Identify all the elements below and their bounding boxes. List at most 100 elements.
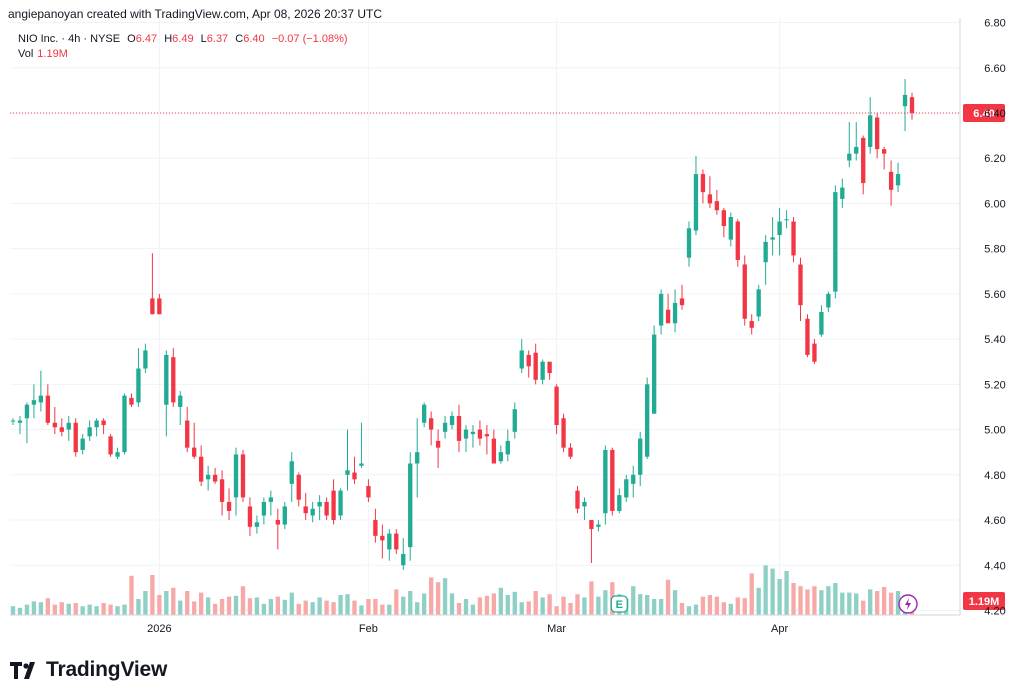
candle-body xyxy=(847,153,852,161)
volume-bar xyxy=(275,596,280,615)
volume-bar xyxy=(777,579,782,615)
candle-body xyxy=(289,461,294,484)
y-tick-label: 6.80 xyxy=(984,18,1005,30)
volume-bar xyxy=(707,595,713,615)
volume-bar xyxy=(491,593,497,615)
high-label: H xyxy=(164,33,173,45)
candle-body xyxy=(868,115,873,147)
candle-body xyxy=(310,508,315,516)
volume-bar xyxy=(477,597,483,615)
volume-bar xyxy=(171,587,176,615)
volume-bar xyxy=(52,604,57,615)
candle-body xyxy=(679,298,685,306)
y-tick-label: 5.20 xyxy=(984,379,1005,391)
change-value: −0.07 (−1.08%) xyxy=(271,33,348,45)
candle-body xyxy=(352,472,357,480)
volume-bar xyxy=(164,591,169,615)
y-tick-label: 4.80 xyxy=(984,470,1005,482)
candle-body xyxy=(763,241,768,263)
volume-bar xyxy=(735,597,740,615)
candle-body xyxy=(617,495,622,511)
chart-grid xyxy=(10,18,960,615)
y-tick-label: 4.20 xyxy=(984,605,1005,617)
candle-body xyxy=(380,535,385,541)
candle-body xyxy=(895,174,901,186)
x-tick-label: 2026 xyxy=(147,623,171,635)
volume-bar xyxy=(345,594,350,615)
candle-body xyxy=(449,416,455,426)
volume-bar xyxy=(143,591,148,615)
candle-body xyxy=(603,449,608,514)
lightning-glyph xyxy=(905,598,911,610)
candle-body xyxy=(575,490,580,509)
candle-body xyxy=(442,422,448,432)
volume-bar xyxy=(282,599,287,615)
volume-bar xyxy=(505,595,510,615)
candle-body xyxy=(261,501,267,516)
volume-bar xyxy=(498,587,503,615)
volume-bar xyxy=(331,602,336,615)
volume-bar xyxy=(484,595,490,615)
volume-label-bg xyxy=(963,592,1005,610)
candle-body xyxy=(561,418,566,448)
candle-body xyxy=(526,354,531,367)
y-tick-label: 5.80 xyxy=(984,244,1005,256)
volume-bar xyxy=(728,603,733,615)
candle-body xyxy=(770,237,775,240)
volume-bar xyxy=(352,600,357,615)
volume-bar xyxy=(638,594,643,615)
candle-body xyxy=(45,395,51,423)
volume-bar xyxy=(881,587,887,615)
candle-body xyxy=(805,318,810,355)
tradingview-logo[interactable]: TradingView xyxy=(10,658,167,682)
candle-body xyxy=(192,447,197,457)
volume-bar xyxy=(631,586,636,615)
volume-bar xyxy=(122,604,127,615)
volume-bar xyxy=(874,591,880,615)
price-chart[interactable]: 6.40 1.19M E 6.80 6.60 6.40 6.20 6.00 5.80 5.60 5… xyxy=(0,0,1024,650)
volume-bar xyxy=(575,594,580,615)
candle-body xyxy=(247,506,253,527)
volume-bar xyxy=(763,565,768,615)
volume-bar xyxy=(589,581,594,615)
candle-body xyxy=(101,420,106,426)
volume-bar xyxy=(240,586,246,615)
volume-bar xyxy=(428,577,434,615)
candle-body xyxy=(226,501,232,511)
candle-body xyxy=(338,490,343,516)
y-tick-label: 5.40 xyxy=(984,334,1005,346)
volume-bar xyxy=(672,590,678,615)
candle-body xyxy=(136,368,141,403)
low-label: L xyxy=(200,33,207,45)
candle-body xyxy=(665,309,671,324)
y-tick-label: 5.00 xyxy=(984,425,1005,437)
volume-bar xyxy=(888,592,894,615)
earnings-marker xyxy=(610,595,628,613)
volume-bar xyxy=(247,598,253,615)
candle-body xyxy=(94,420,99,428)
candle-body xyxy=(331,490,336,521)
volume-bar xyxy=(645,595,650,615)
candle-body xyxy=(373,520,378,536)
candle-body xyxy=(533,352,538,380)
volume-legend: Vol 1.19M xyxy=(18,48,68,60)
volume-bar xyxy=(226,596,232,615)
volume-bar xyxy=(805,589,810,615)
close-label: C xyxy=(235,33,244,45)
volume-bar xyxy=(819,590,824,615)
candle-body xyxy=(798,264,803,306)
volume-bar xyxy=(833,583,838,615)
volume-bar xyxy=(533,591,538,615)
volume-bar xyxy=(219,599,225,615)
volume-bar xyxy=(812,586,817,615)
candle-body xyxy=(24,404,30,419)
candle-body xyxy=(73,422,78,453)
candle-body xyxy=(638,438,643,475)
volume-bar xyxy=(868,589,873,615)
candle-body xyxy=(735,221,740,260)
volume-bar xyxy=(268,599,274,615)
volume-bar xyxy=(38,602,44,615)
volume-bar xyxy=(512,591,517,615)
candle-body xyxy=(157,298,162,315)
volume-bar xyxy=(185,591,190,615)
